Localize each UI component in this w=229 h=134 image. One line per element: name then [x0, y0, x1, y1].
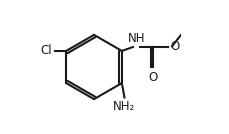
Text: Cl: Cl [41, 44, 52, 57]
Text: O: O [170, 40, 179, 53]
Text: NH: NH [127, 32, 144, 45]
Text: O: O [148, 71, 157, 84]
Text: NH₂: NH₂ [113, 100, 135, 113]
